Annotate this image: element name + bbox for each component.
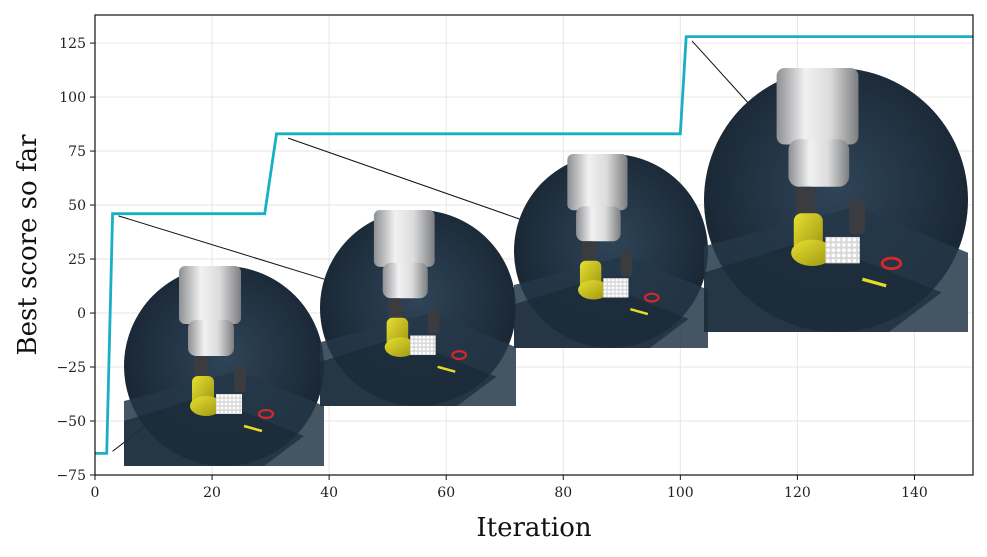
x-tick-label: 140 xyxy=(901,485,928,501)
inset-connectors xyxy=(112,40,748,452)
x-tick-label: 60 xyxy=(437,485,455,501)
series-line xyxy=(95,35,973,455)
inset-3 xyxy=(512,152,710,350)
y-tick-label: 75 xyxy=(68,144,86,160)
y-axis: −75 −50 −25 0 25 50 75 100 125 xyxy=(56,36,95,484)
y-tick-label: −75 xyxy=(56,468,86,484)
connector-line xyxy=(691,40,748,103)
y-axis-title: Best score so far xyxy=(13,134,43,356)
x-axis-title: Iteration xyxy=(476,513,591,543)
y-tick-label: 100 xyxy=(59,90,86,106)
x-tick-label: 20 xyxy=(203,485,221,501)
y-tick-label: 125 xyxy=(59,36,86,52)
y-tick-label: 50 xyxy=(68,198,86,214)
y-tick-label: 0 xyxy=(77,306,86,322)
inset-1 xyxy=(122,264,326,468)
y-tick-label: 25 xyxy=(68,252,86,268)
connector-line xyxy=(287,137,520,220)
x-tick-label: 120 xyxy=(784,485,811,501)
x-tick-label: 40 xyxy=(320,485,338,501)
y-tick-label: −50 xyxy=(56,414,86,430)
x-axis: 0 20 40 60 80 100 120 140 xyxy=(91,475,928,501)
plot-frame xyxy=(94,14,974,476)
y-tick-label: −25 xyxy=(56,360,86,376)
inset-2 xyxy=(318,208,518,408)
x-tick-label: 100 xyxy=(667,485,694,501)
x-tick-label: 0 xyxy=(91,485,100,501)
connector-line xyxy=(118,215,325,280)
inset-4 xyxy=(702,66,970,334)
x-tick-label: 80 xyxy=(554,485,572,501)
